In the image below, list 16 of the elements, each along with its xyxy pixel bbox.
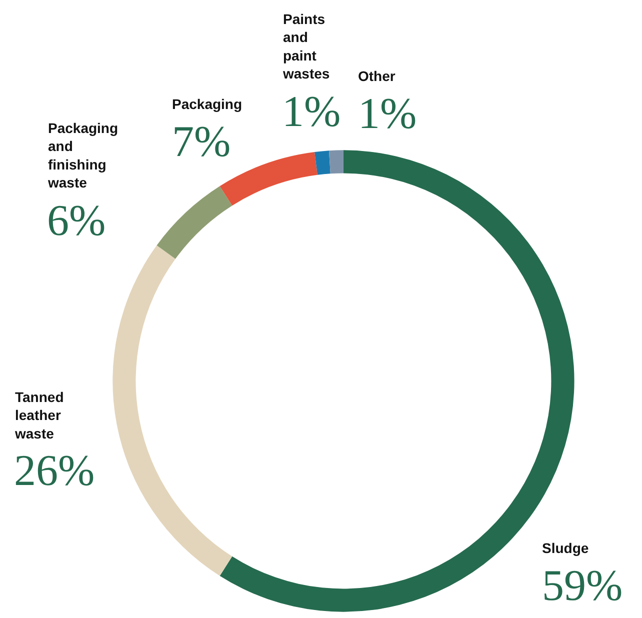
slice-label: Sludge <box>542 540 589 556</box>
data-label: 6% <box>47 196 106 245</box>
donut-slice <box>314 150 330 175</box>
donut-slice <box>112 245 232 576</box>
data-label: 59% <box>542 561 623 610</box>
slice-label: Packaging and finishing waste <box>47 120 118 191</box>
data-label: 1% <box>358 89 417 138</box>
slice-label: Packaging <box>172 96 242 112</box>
slice-label: Other <box>358 68 396 84</box>
slice-label: Tanned leather waste <box>14 389 64 442</box>
donut-slice <box>328 150 344 174</box>
slice-label: Paints and paint wastes <box>282 11 330 82</box>
data-label: 7% <box>172 117 231 166</box>
data-label: 1% <box>282 87 341 136</box>
data-label: 26% <box>14 446 95 495</box>
donut-slice <box>156 186 232 259</box>
